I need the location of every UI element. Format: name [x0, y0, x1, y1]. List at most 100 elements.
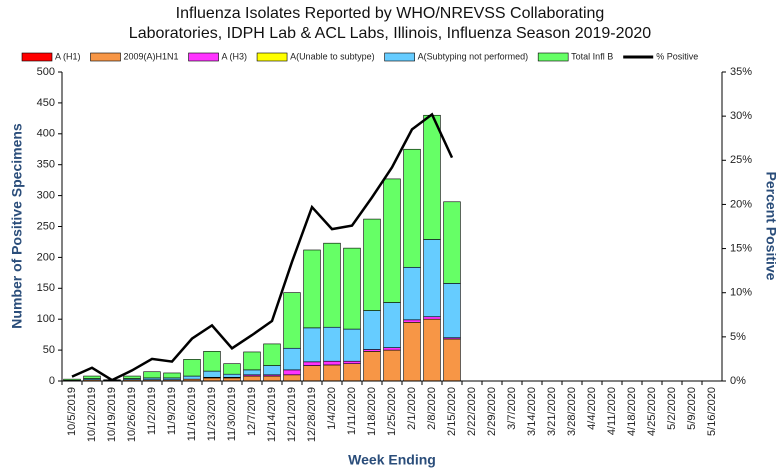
y2-tick-label: 35% — [730, 66, 752, 78]
y-tick-label: 100 — [37, 313, 55, 325]
bar-segment — [263, 343, 281, 366]
x-tick-label: 4/18/2020 — [626, 387, 638, 436]
x-tick-label: 12/28/2019 — [306, 387, 318, 442]
bar-segment — [283, 347, 301, 371]
bar-segment — [403, 266, 421, 321]
x-tick-label: 11/30/2019 — [226, 387, 238, 441]
bar-segment — [363, 351, 381, 382]
bar-segment — [423, 318, 441, 382]
x-tick-label: 3/7/2020 — [506, 387, 518, 430]
legend-label: Total Infl B — [571, 51, 613, 61]
y-tick-label: 400 — [37, 128, 55, 140]
y2-axis-title: Percent Positive — [763, 172, 776, 281]
y2-tick-label: 25% — [730, 154, 752, 166]
x-tick-label: 3/14/2020 — [526, 387, 538, 436]
bar-segment — [63, 378, 81, 381]
y2-tick-label: 15% — [730, 242, 752, 254]
y-axis-title: Number of Positive Specimens — [9, 123, 25, 329]
bar-segment — [323, 364, 341, 382]
bar-segment — [303, 327, 321, 363]
bar-segment — [83, 375, 101, 379]
y-tick-label: 250 — [37, 220, 55, 232]
bar-segment — [183, 359, 201, 377]
y-tick-label: 350 — [37, 159, 55, 171]
x-tick-label: 10/12/2019 — [86, 387, 98, 442]
bar-segment — [143, 371, 161, 379]
x-tick-label: 11/9/2019 — [166, 387, 178, 435]
x-tick-label: 11/16/2019 — [186, 387, 198, 441]
bar-segment — [203, 370, 221, 378]
x-tick-label: 10/26/2019 — [126, 387, 138, 442]
bar-segment — [363, 310, 381, 350]
bar-segment — [423, 239, 441, 318]
bar-segment — [343, 328, 361, 362]
bar-segment — [403, 319, 421, 323]
x-tick-label: 10/5/2019 — [66, 387, 78, 436]
y-tick-label: 50 — [43, 344, 55, 356]
y2-tick-label: 20% — [730, 198, 752, 210]
bar-segment — [383, 349, 401, 382]
legend-swatch — [256, 52, 288, 62]
x-tick-label: 4/11/2020 — [606, 387, 618, 435]
bar-segment — [243, 375, 261, 382]
bar-segment — [443, 201, 461, 284]
legend-label: A (H3) — [222, 51, 248, 61]
x-tick-label: 3/28/2020 — [566, 387, 578, 436]
bar-segment — [303, 365, 321, 382]
bar-segment — [343, 363, 361, 382]
legend-label: A (H1) — [55, 51, 81, 61]
x-tick-label: 4/4/2020 — [586, 387, 598, 430]
bar-segment — [223, 363, 241, 375]
bar-segment — [403, 321, 421, 382]
y-tick-label: 500 — [37, 66, 55, 78]
bar-segment — [243, 369, 261, 376]
x-tick-label: 5/16/2020 — [706, 387, 718, 436]
legend-swatch — [537, 52, 569, 62]
y-tick-label: 150 — [37, 282, 55, 294]
x-tick-label: 2/22/2020 — [466, 387, 478, 436]
x-tick-label: 1/25/2020 — [386, 387, 398, 436]
bar-segment — [203, 351, 221, 372]
bar-segment — [323, 326, 341, 362]
bar-segment — [443, 338, 461, 382]
x-tick-label: 2/15/2020 — [446, 387, 458, 436]
legend-label: % Positive — [656, 51, 698, 61]
legend-swatch — [21, 52, 53, 62]
bar-segment — [343, 247, 361, 330]
bar-segment — [283, 374, 301, 382]
chart-title: Influenza Isolates Reported by WHO/NREVS… — [176, 5, 605, 22]
x-tick-label: 2/1/2020 — [406, 387, 418, 430]
bar-segment — [263, 365, 281, 376]
bar-segment — [423, 114, 441, 240]
bar-segment — [443, 283, 461, 339]
x-tick-label: 1/11/2020 — [346, 387, 358, 435]
bar-segment — [323, 242, 341, 328]
y-tick-label: 0 — [49, 375, 55, 387]
y-tick-label: 300 — [37, 190, 55, 202]
bar-segment — [383, 302, 401, 348]
x-tick-label: 1/4/2020 — [326, 387, 338, 430]
bar-segment — [243, 351, 261, 371]
x-tick-label: 11/2/2019 — [146, 387, 158, 435]
x-tick-label: 10/19/2019 — [106, 387, 118, 442]
y2-tick-label: 5% — [730, 331, 746, 343]
bar-segment — [163, 372, 181, 379]
x-tick-label: 12/7/2019 — [246, 387, 258, 436]
legend-swatch — [90, 52, 121, 62]
y-tick-label: 450 — [37, 97, 55, 109]
x-tick-label: 5/2/2020 — [666, 387, 678, 430]
x-tick-label: 12/21/2019 — [286, 387, 298, 442]
y2-tick-label: 0% — [730, 375, 746, 387]
bar-segment — [223, 373, 241, 378]
x-axis-title: Week Ending — [348, 452, 436, 468]
y2-tick-label: 10% — [730, 287, 752, 299]
legend-swatch — [384, 52, 415, 62]
x-tick-label: 2/8/2020 — [426, 387, 438, 430]
x-tick-label: 2/29/2020 — [486, 387, 498, 436]
bar-segment — [403, 148, 421, 268]
bar-segment — [383, 347, 401, 351]
x-tick-label: 11/23/2019 — [206, 387, 218, 441]
bar-segment — [363, 218, 381, 311]
line-series — [71, 112, 454, 382]
y-tick-label: 200 — [37, 251, 55, 263]
